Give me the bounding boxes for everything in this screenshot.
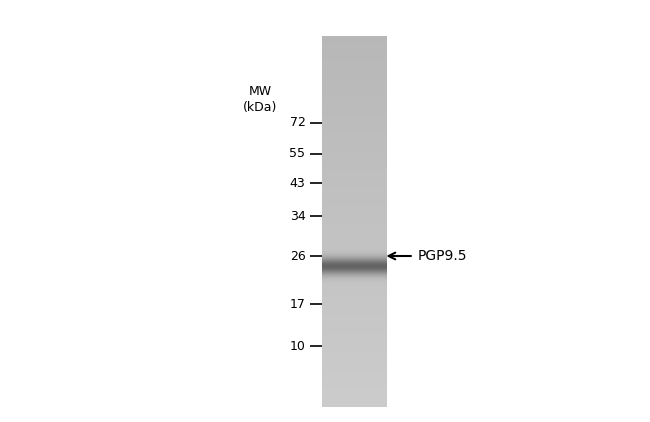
Text: PGP9.5: PGP9.5	[418, 249, 467, 263]
Text: 10: 10	[289, 340, 306, 353]
Text: 55: 55	[289, 147, 306, 160]
Text: 72: 72	[289, 116, 306, 129]
Text: 34: 34	[290, 210, 305, 223]
Text: 17: 17	[289, 298, 306, 311]
Text: 26: 26	[290, 249, 305, 262]
Text: 293T: 293T	[338, 51, 373, 65]
Text: 43: 43	[290, 177, 305, 190]
Text: MW
(kDa): MW (kDa)	[243, 85, 278, 114]
